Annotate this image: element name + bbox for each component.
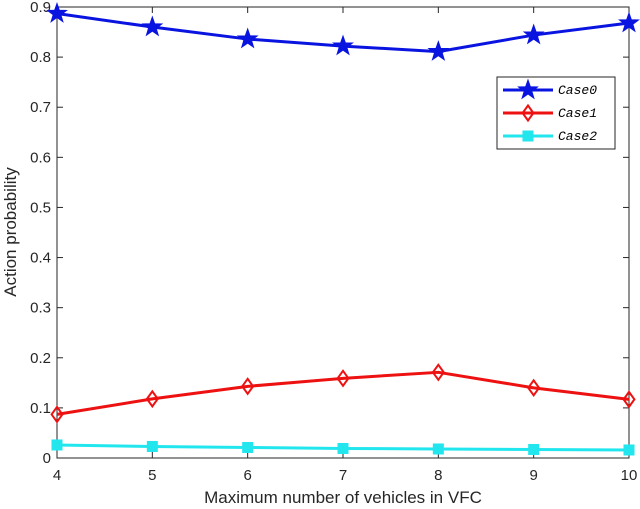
legend-marker (522, 130, 534, 142)
x-tick-label: 9 (529, 467, 537, 484)
y-tick-label: 0.1 (30, 400, 51, 417)
data-point (427, 40, 450, 61)
data-point (236, 27, 259, 49)
data-point (146, 440, 158, 452)
y-tick-label: 0 (43, 450, 51, 467)
y-axis-label: Action probability (1, 167, 20, 297)
data-point (623, 444, 635, 456)
data-point (618, 11, 640, 33)
legend-marker (521, 103, 535, 123)
series-case1 (50, 363, 636, 424)
legend-marker (517, 78, 539, 100)
legend-entry-case0: Case0 (503, 78, 597, 100)
y-tick-label: 0.6 (30, 149, 51, 166)
series-case0 (46, 1, 640, 61)
x-tick-label: 8 (434, 467, 442, 484)
y-tick-label: 0.8 (30, 49, 51, 66)
data-point (336, 369, 350, 388)
y-tick-label: 0.9 (30, 0, 51, 16)
x-axis-label: Maximum number of vehicles in VFC (204, 488, 482, 507)
y-tick-label: 0.4 (30, 250, 51, 267)
data-point (522, 23, 545, 45)
y-tick-label: 0.2 (30, 350, 51, 367)
data-point (332, 34, 354, 56)
x-axis: 4 5 6 7 8 9 10 (53, 7, 638, 484)
y-tick-label: 0.5 (30, 199, 51, 216)
legend-label: Case2 (558, 129, 597, 144)
data-point (527, 378, 541, 398)
legend-entry-case2: Case2 (503, 129, 597, 144)
x-tick-label: 5 (148, 467, 156, 484)
series-line (56, 370, 630, 416)
y-tick-label: 0.3 (30, 300, 51, 317)
x-tick-label: 7 (339, 467, 347, 484)
data-point (242, 441, 254, 453)
series-case2 (51, 439, 635, 456)
data-point (50, 405, 64, 424)
data-point (528, 443, 540, 455)
legend-entry-case1: Case1 (503, 103, 597, 123)
legend: Case0 Case1 Case2 (496, 76, 616, 150)
legend-label: Case0 (558, 83, 597, 98)
data-point (46, 1, 68, 23)
data-point (622, 390, 636, 409)
x-tick-label: 4 (53, 467, 61, 484)
data-point (241, 377, 255, 396)
x-tick-label: 6 (243, 467, 251, 484)
data-point (432, 443, 444, 455)
data-point (51, 439, 63, 451)
x-tick-label: 10 (621, 467, 638, 484)
data-point (145, 389, 159, 409)
data-point (431, 363, 445, 382)
legend-label: Case1 (558, 106, 597, 121)
data-point (337, 442, 349, 454)
y-axis: 0 0.1 0.2 0.3 0.4 0.5 0.6 0.7 0.8 0.9 (30, 0, 629, 467)
y-tick-label: 0.7 (30, 99, 51, 116)
data-point (141, 15, 164, 37)
series-layer (46, 1, 640, 456)
